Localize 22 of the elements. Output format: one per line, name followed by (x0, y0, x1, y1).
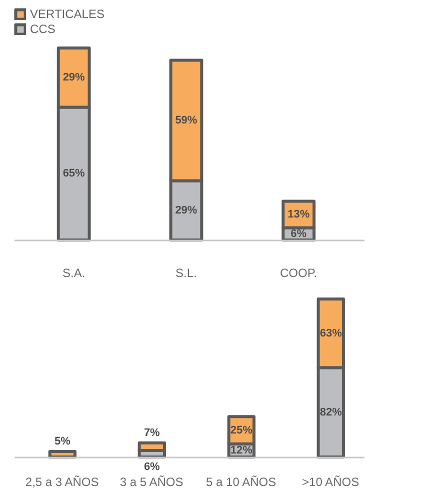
data-label: 5% (54, 436, 71, 448)
data-label: 13% (288, 208, 310, 220)
data-label: 12% (230, 444, 253, 456)
x-tick-label: S.L. (176, 266, 197, 280)
x-tick-label: >10 AÑOS (302, 475, 360, 489)
data-label: 25% (230, 424, 253, 436)
legend-label: VERTICALES (30, 7, 104, 21)
data-label: 59% (175, 114, 198, 127)
x-tick-label: S.A. (62, 266, 86, 280)
x-tick-label: 3 a 5 AÑOS (120, 475, 184, 489)
x-tick-label: 5 a 10 AÑOS (206, 475, 276, 489)
data-label: 29% (175, 204, 198, 216)
data-label: 6% (290, 228, 307, 240)
data-label: 82% (320, 406, 342, 418)
data-label: 65% (62, 168, 86, 180)
data-label: 29% (62, 72, 86, 84)
data-label: 6% (144, 461, 160, 473)
legend-label: CCS (30, 22, 56, 36)
data-label: 63% (320, 327, 342, 340)
x-tick-label: 2,5 a 3 AÑOS (25, 475, 99, 489)
x-tick-label: COOP. (280, 266, 318, 280)
data-label: 7% (144, 426, 160, 439)
